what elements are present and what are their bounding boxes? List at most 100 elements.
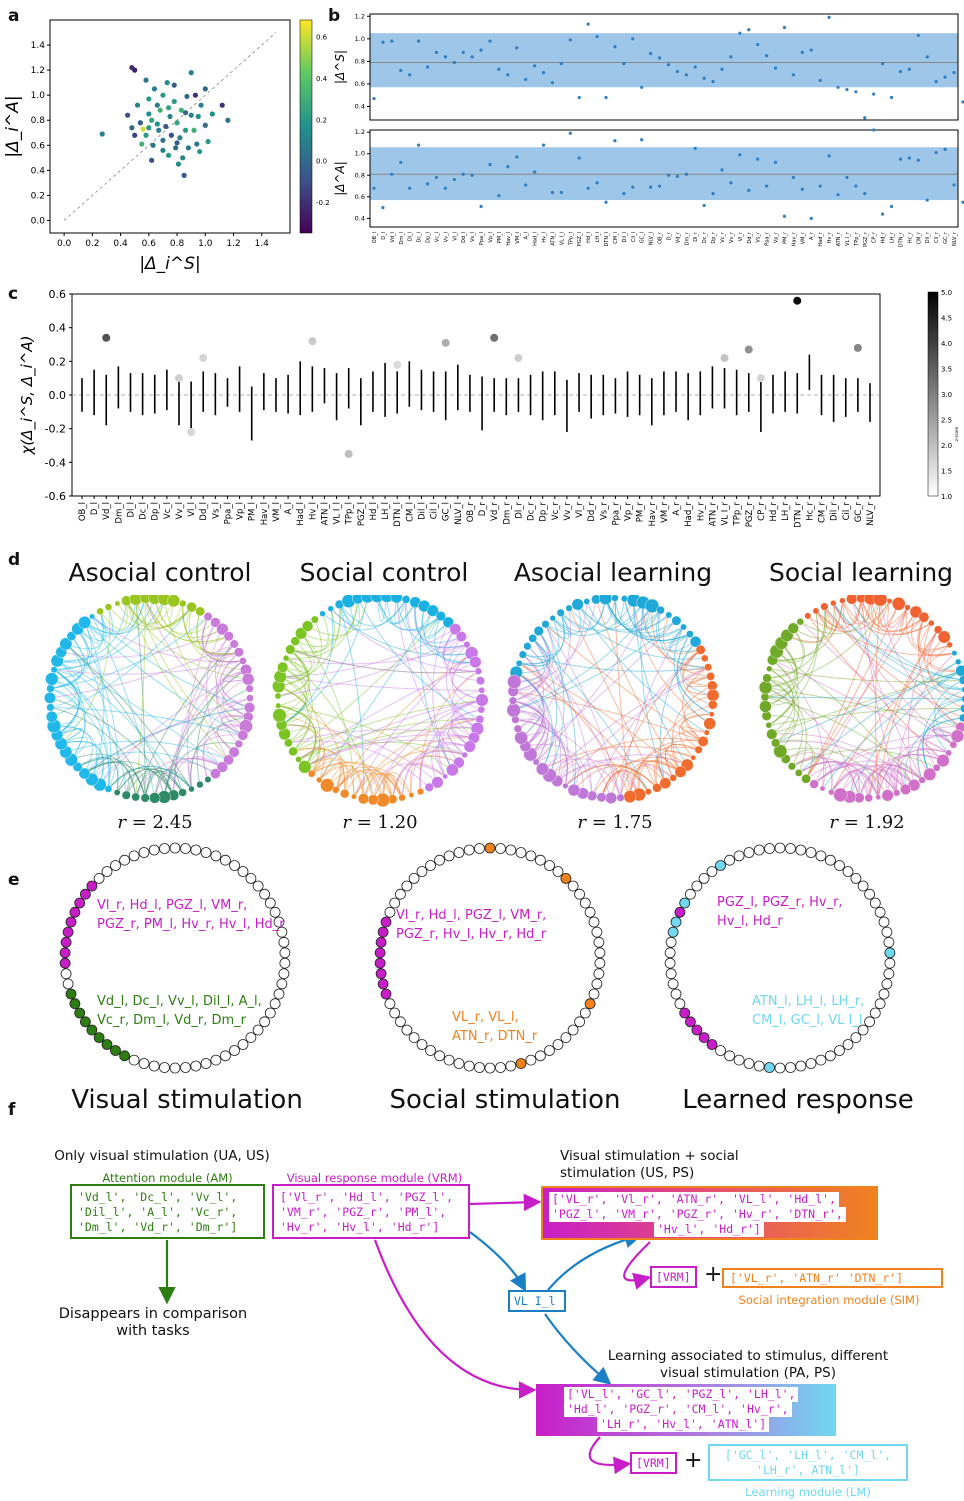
network-edge	[937, 698, 964, 728]
network-edge	[205, 628, 230, 761]
network-node	[758, 680, 773, 695]
network-edge	[344, 771, 384, 801]
data-point-a	[134, 102, 141, 108]
data-point-a	[175, 161, 182, 167]
ring-node	[278, 936, 290, 948]
network-node	[478, 687, 486, 694]
network-node	[904, 604, 911, 611]
network-edge	[768, 668, 794, 726]
network-node	[937, 630, 951, 644]
network-edge	[800, 598, 881, 635]
data-point-b-bottom	[845, 175, 849, 180]
network-node	[295, 756, 302, 763]
network-edge	[662, 614, 701, 654]
x-tick-label-c: D_l	[90, 502, 100, 515]
colorbar-label-c: z-score	[954, 426, 959, 441]
network-node	[686, 630, 694, 638]
x-tick-label-c: GC_r	[854, 502, 864, 523]
network-edge	[311, 759, 341, 791]
network-edge	[791, 757, 860, 798]
network-node	[114, 600, 121, 607]
network-node	[449, 623, 462, 635]
data-point-a	[185, 145, 191, 151]
ring-node	[276, 926, 288, 938]
network-edge	[281, 608, 334, 726]
colorbar-tick-c: 3.5	[941, 366, 952, 374]
network-edge	[512, 700, 557, 776]
network-edge	[916, 616, 955, 657]
data-point-b-bottom	[827, 154, 831, 158]
y-tick-label-a: 0.6	[31, 141, 46, 151]
network-edge	[629, 746, 699, 797]
network-edge	[522, 612, 566, 658]
network-edge	[372, 699, 483, 800]
network-0	[44, 595, 255, 804]
data-point-b-top	[541, 71, 546, 75]
data-point-b-top	[791, 73, 795, 77]
network-edge	[300, 598, 359, 641]
ring-node	[416, 866, 428, 877]
network-edge	[144, 598, 165, 624]
data-point-a	[165, 152, 172, 158]
ring-node	[425, 1045, 436, 1056]
network-edge	[605, 598, 691, 642]
network-edge	[516, 671, 649, 792]
ring-node	[664, 947, 676, 959]
network-edge	[84, 707, 250, 774]
vrm-box: ['Vl_r', 'Hd_l', 'PGZ_l', 'VM_r', 'PGZ_r…	[272, 1184, 470, 1239]
ring-node	[733, 850, 745, 862]
network-node	[873, 595, 888, 607]
ring-node	[389, 897, 401, 909]
data-point-b-top	[515, 46, 519, 50]
network-edge	[535, 754, 584, 794]
data-point-b-top	[684, 73, 688, 77]
vli-node: VL I_l	[508, 1290, 566, 1312]
data-point-a	[143, 77, 149, 83]
data-point-b-top	[622, 62, 626, 66]
network-node	[113, 789, 121, 796]
network-edge	[904, 717, 964, 790]
network-edge	[595, 599, 681, 773]
y-tick-label-a: 0.4	[31, 166, 46, 176]
network-edge	[126, 600, 229, 761]
network-edge	[664, 743, 699, 779]
network-edge	[681, 713, 712, 751]
network-edge	[454, 689, 482, 730]
x-tick-label-c: TPp_l	[345, 502, 355, 525]
data-point-a	[137, 120, 143, 126]
ring-node	[842, 1039, 854, 1050]
network-edge	[318, 610, 434, 781]
network-edge	[50, 616, 209, 689]
network-edge	[605, 598, 691, 642]
network-node	[644, 788, 652, 796]
network-node	[455, 631, 467, 642]
network-edge	[632, 600, 662, 630]
network-edge	[196, 611, 243, 663]
network-edge	[311, 756, 333, 781]
ring-node	[69, 906, 81, 918]
x-tick-label-c: CP_r	[757, 502, 767, 521]
network-edge	[678, 713, 712, 759]
network-edge	[202, 725, 246, 780]
network-edge	[392, 755, 460, 800]
ring-node	[850, 1032, 862, 1044]
network-edge	[577, 604, 661, 631]
ring-node	[825, 854, 836, 866]
network-edge	[640, 602, 666, 784]
network-edge	[53, 669, 79, 678]
am-line-3: 'Dm_l', 'Vd_r', 'Dm_r']	[78, 1220, 238, 1234]
network-edge	[298, 746, 322, 768]
data-point-b-top	[738, 31, 742, 35]
network-edge	[672, 685, 713, 773]
network-node	[556, 608, 565, 617]
ring-node	[679, 897, 691, 909]
network-edge	[292, 747, 355, 797]
x-tick-label-b: CM_r	[916, 231, 922, 244]
network-edge	[832, 602, 964, 690]
network-edge	[322, 599, 407, 631]
network-node	[960, 704, 964, 713]
network-edge	[860, 598, 898, 793]
data-point-b-bottom	[711, 191, 715, 196]
network-edge	[791, 756, 833, 793]
ring-node	[128, 1054, 140, 1066]
